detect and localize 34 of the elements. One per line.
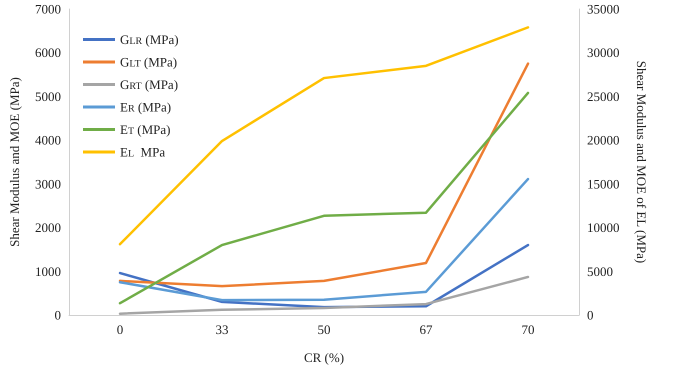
x-tick-label: 33 xyxy=(216,322,228,337)
y2-axis-title: Shear Modulus and MOE of EL (MPa) xyxy=(634,60,649,264)
y-tick-label: 5000 xyxy=(35,88,61,104)
y2-tick-label: 20000 xyxy=(587,132,620,148)
line-series xyxy=(118,178,530,302)
legend-label: GLT (MPa) xyxy=(120,54,178,70)
y-tick-label: 6000 xyxy=(35,45,61,60)
y-tick-label: 2000 xyxy=(35,220,61,236)
legend-label: GRT (MPa) xyxy=(120,77,178,92)
y-axis-title: Shear Modulus and MOE (MPa) xyxy=(7,77,22,247)
y2-tick-label: 15000 xyxy=(587,176,620,192)
y-tick-label: 0 xyxy=(54,308,61,322)
y-tick-label: 3000 xyxy=(35,176,61,192)
legend-label: GLR (MPa) xyxy=(120,32,179,47)
line-series xyxy=(118,92,530,304)
y2-tick-label: 35000 xyxy=(587,2,620,16)
x-tick-label: 67 xyxy=(420,322,433,337)
y2-tick-label: 5000 xyxy=(587,264,613,279)
x-axis-title: CR (%) xyxy=(304,350,344,365)
line-series xyxy=(118,26,530,246)
legend-label: ER (MPa) xyxy=(120,100,172,114)
legend-label: ET (MPa) xyxy=(120,122,171,137)
x-tick-label: 0 xyxy=(116,322,124,337)
x-tick-label: 70 xyxy=(522,322,534,337)
y2-tick-label: 10000 xyxy=(587,220,620,236)
line-series xyxy=(118,276,530,315)
y2-tick-label: 30000 xyxy=(587,45,620,60)
x-tick-label: 50 xyxy=(318,322,330,337)
legend-label: EL MPa xyxy=(120,144,166,160)
y2-tick-label: 0 xyxy=(587,308,594,322)
y-tick-label: 4000 xyxy=(35,132,61,148)
y-tick-label: 7000 xyxy=(35,2,61,16)
y-tick-label: 1000 xyxy=(35,264,61,279)
y2-tick-label: 25000 xyxy=(587,88,620,104)
